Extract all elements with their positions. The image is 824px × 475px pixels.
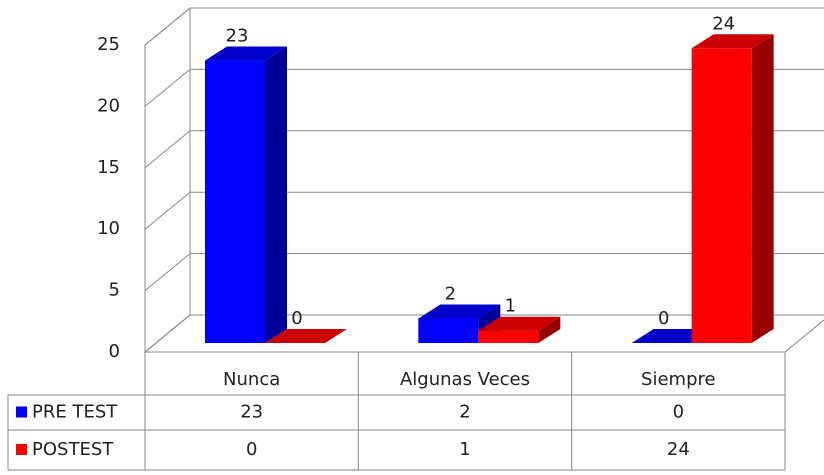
data-label: 24	[712, 13, 735, 34]
y-tick-label: 15	[97, 157, 120, 178]
grid-line	[144, 7, 824, 46]
bar-top	[691, 34, 774, 49]
x-tick-label: Algunas Veces	[400, 369, 530, 390]
table-cell: 2	[459, 402, 470, 423]
grid-line	[144, 68, 824, 107]
data-label: 0	[291, 308, 302, 329]
bar-top	[478, 316, 561, 331]
x-tick-label: Siempre	[641, 369, 716, 390]
y-tick-label: 25	[97, 34, 120, 55]
table-cell: 1	[459, 439, 470, 460]
y-tick-label: 20	[97, 95, 120, 116]
bar-top	[205, 46, 287, 61]
bar-side	[265, 46, 287, 344]
table-cell: 24	[667, 439, 690, 460]
table-cell: 23	[240, 402, 263, 423]
y-tick-label: 0	[109, 341, 120, 362]
bar-side	[538, 316, 561, 343]
grid-line	[144, 191, 824, 230]
legend-label: POSTEST	[32, 439, 114, 460]
grid-line	[144, 314, 824, 353]
data-label: 23	[226, 26, 249, 47]
data-label: 2	[445, 283, 456, 304]
bar-top	[418, 304, 501, 319]
legend-swatch	[16, 406, 27, 418]
table-cell: 0	[246, 439, 257, 460]
bar-top	[265, 329, 347, 343]
legend-label: PRE TEST	[32, 402, 118, 423]
back-wall	[144, 6, 191, 354]
y-tick-label: 5	[109, 280, 120, 301]
bar-front	[691, 48, 752, 343]
grid-line	[144, 253, 824, 291]
bar-front	[418, 318, 479, 343]
bar-side	[751, 34, 774, 343]
data-label: 1	[505, 296, 516, 317]
table-cell: 0	[673, 402, 684, 423]
x-tick-label: Nunca	[223, 369, 280, 390]
y-tick-label: 10	[97, 218, 120, 239]
grid-line	[144, 130, 824, 169]
bar-front	[478, 330, 539, 343]
data-label: 0	[658, 308, 669, 329]
bar-front	[205, 60, 265, 344]
legend-swatch	[16, 444, 27, 455]
